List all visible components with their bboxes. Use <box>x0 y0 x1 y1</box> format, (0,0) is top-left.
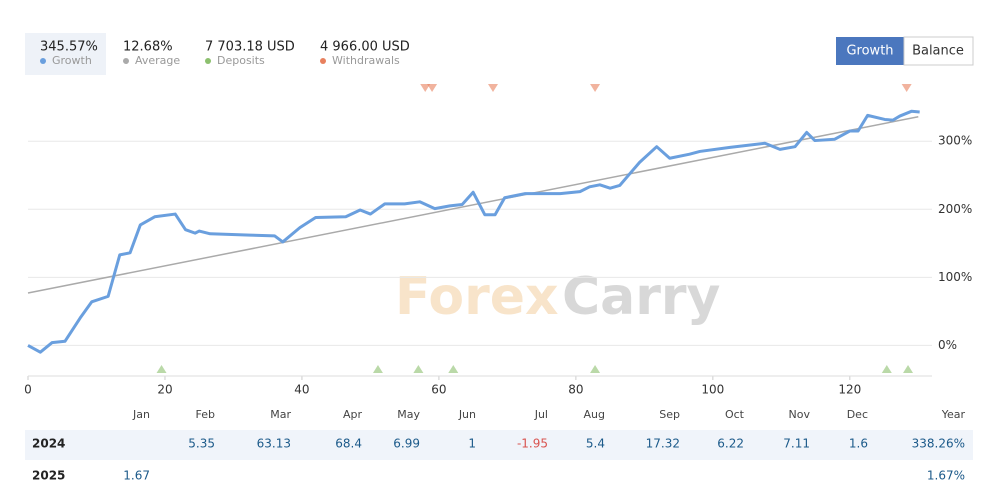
row-bg <box>25 430 973 460</box>
button-bg[interactable] <box>836 37 904 65</box>
cell: 1.67 <box>123 469 150 483</box>
cell: 338.26% <box>912 437 965 451</box>
stat-value: 7 703.18 USD <box>205 40 295 55</box>
button[interactable]: Growth <box>846 44 893 59</box>
marker <box>590 84 601 92</box>
legend-label: Growth <box>52 54 92 67</box>
stat-value: 12.68% <box>123 40 173 55</box>
cell: 5.35 <box>188 437 215 451</box>
column-header: Oct <box>725 408 745 421</box>
button-bg[interactable] <box>903 36 974 66</box>
line <box>27 109 920 354</box>
column-header: Jan <box>132 408 150 421</box>
legend-label: Average <box>135 54 180 67</box>
cell: 63.13 <box>257 437 291 451</box>
marker <box>372 365 383 373</box>
cell: 1 <box>468 437 476 451</box>
column-header: Apr <box>343 408 363 421</box>
marker <box>448 365 459 373</box>
cell: 1.6 <box>849 437 868 451</box>
x-tick-label: 20 <box>157 383 172 397</box>
y-tick-label: 300% <box>938 134 972 148</box>
stat-value: 345.57% <box>40 40 98 55</box>
marker <box>881 365 892 373</box>
column-header: Jul <box>534 408 548 421</box>
watermark: Carry <box>562 267 720 327</box>
legend-dot <box>123 58 129 64</box>
watermark: Forex <box>395 267 559 327</box>
y-tick-label: 100% <box>938 270 972 284</box>
legend-label: Withdrawals <box>332 54 400 67</box>
marker <box>590 365 601 373</box>
cell: 6.99 <box>393 437 420 451</box>
x-tick-label: 120 <box>838 383 861 397</box>
x-tick-label: 60 <box>431 383 446 397</box>
marker <box>156 365 167 373</box>
column-header: Jun <box>458 408 476 421</box>
y-tick-label: 0% <box>938 338 957 352</box>
x-tick-label: 40 <box>294 383 309 397</box>
marker <box>427 84 438 92</box>
marker <box>901 84 912 92</box>
column-header: Nov <box>789 408 811 421</box>
x-tick-label: 0 <box>24 383 32 397</box>
x-tick-label: 80 <box>568 383 583 397</box>
marker <box>413 365 424 373</box>
legend-dot <box>205 58 211 64</box>
row-year: 2025 <box>32 469 65 483</box>
column-header: Year <box>941 408 966 421</box>
x-tick-label: 100 <box>701 383 724 397</box>
cell: 68.4 <box>335 437 362 451</box>
stat-value: 4 966.00 USD <box>320 40 410 55</box>
cell: 7.11 <box>783 437 810 451</box>
cell: -1.95 <box>517 437 548 451</box>
column-header: Feb <box>196 408 215 421</box>
y-tick-label: 200% <box>938 202 972 216</box>
column-header: Mar <box>270 408 291 421</box>
button[interactable]: Balance <box>912 44 964 59</box>
cell: 1.67% <box>927 469 965 483</box>
row-year: 2024 <box>32 437 65 451</box>
marker <box>420 84 431 92</box>
cell: 6.22 <box>717 437 744 451</box>
marker <box>488 84 499 92</box>
column-header: May <box>397 408 420 421</box>
legend-dot <box>40 58 46 64</box>
cell: 17.32 <box>646 437 680 451</box>
legend-label: Deposits <box>217 54 265 67</box>
column-header: Dec <box>847 408 868 421</box>
selected-stat <box>25 33 106 75</box>
marker <box>903 365 914 373</box>
column-header: Sep <box>659 408 680 421</box>
cell: 5.4 <box>586 437 605 451</box>
column-header: Aug <box>584 408 605 421</box>
legend-dot <box>320 58 326 64</box>
